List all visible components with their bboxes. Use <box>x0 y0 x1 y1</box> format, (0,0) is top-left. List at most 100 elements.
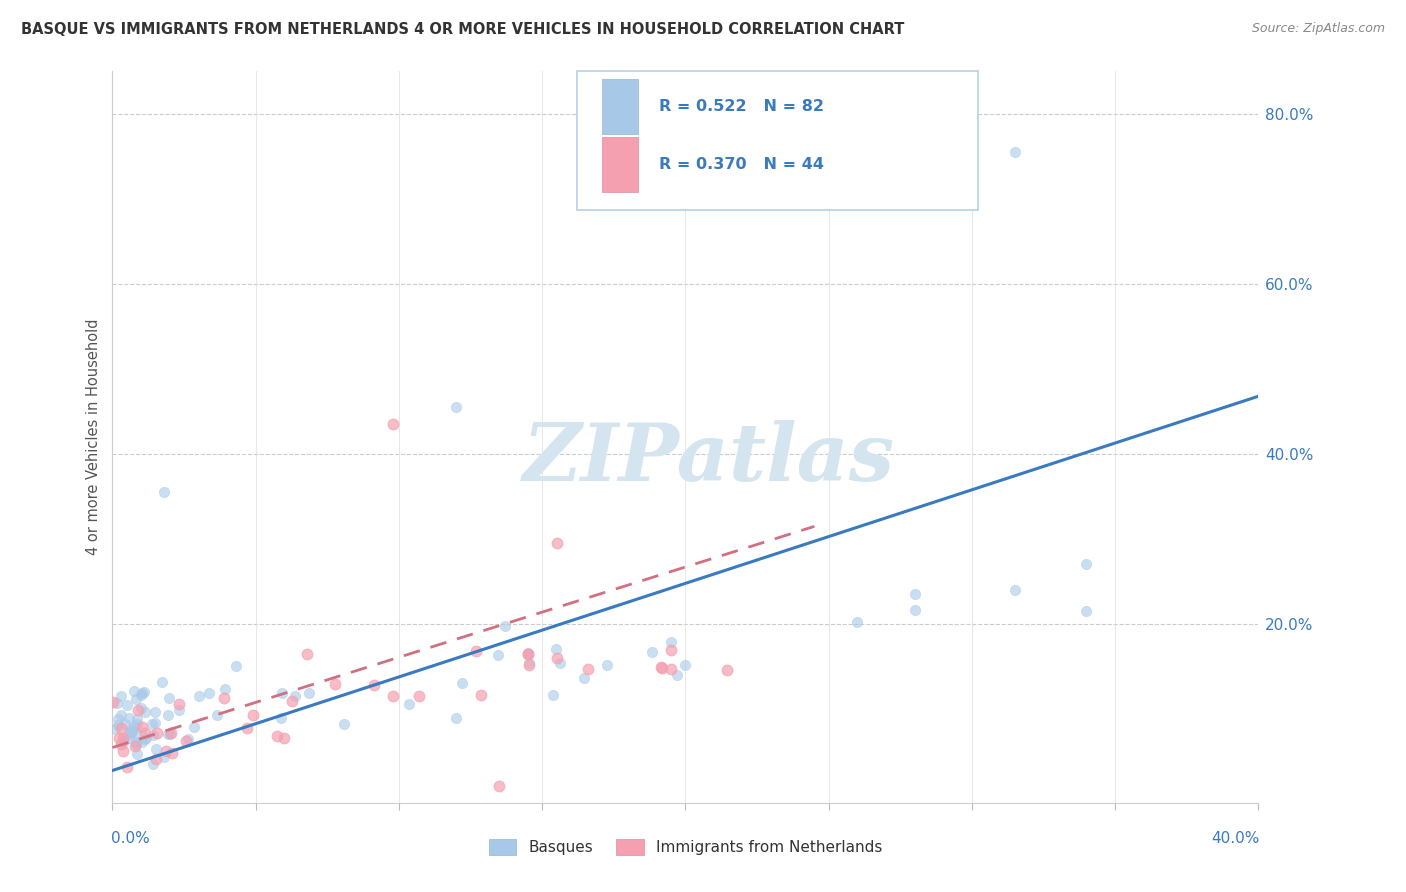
Point <box>651 661 673 675</box>
Point <box>174 733 197 747</box>
Point <box>162 746 184 760</box>
Point <box>398 697 420 711</box>
Point <box>156 726 179 740</box>
Point <box>546 536 568 550</box>
Point <box>197 686 219 700</box>
Point <box>516 646 538 660</box>
Point <box>129 701 152 715</box>
Point <box>125 737 148 751</box>
Text: 40.0%: 40.0% <box>1211 831 1260 846</box>
Point <box>596 658 619 673</box>
FancyBboxPatch shape <box>576 71 977 211</box>
Point <box>127 717 149 731</box>
Point <box>121 724 143 739</box>
Point <box>470 688 492 702</box>
Point <box>270 711 292 725</box>
Point <box>132 684 155 698</box>
Point <box>124 684 146 698</box>
Point <box>125 747 148 762</box>
Point <box>145 752 167 766</box>
Point <box>363 678 385 692</box>
Point <box>323 677 346 691</box>
Point <box>214 691 236 706</box>
Point <box>112 734 135 748</box>
Point <box>382 417 405 432</box>
Point <box>142 728 165 742</box>
Point <box>187 689 209 703</box>
Point <box>143 716 166 731</box>
Point <box>110 707 132 722</box>
Point <box>408 689 430 703</box>
Point <box>127 703 149 717</box>
Point <box>846 615 869 629</box>
Point <box>659 635 682 649</box>
Point <box>101 695 124 709</box>
Point <box>167 697 190 711</box>
Point <box>105 696 128 710</box>
Point <box>145 725 167 739</box>
Point <box>333 716 356 731</box>
Point <box>242 707 264 722</box>
Point <box>108 731 131 745</box>
Point <box>675 657 697 672</box>
Point <box>641 645 664 659</box>
Point <box>298 686 321 700</box>
Point <box>576 662 599 676</box>
Point <box>117 698 139 713</box>
Point <box>142 757 165 772</box>
Point <box>120 725 142 739</box>
Point <box>120 722 142 736</box>
Point <box>1076 557 1098 571</box>
Point <box>160 726 183 740</box>
Point <box>541 688 564 702</box>
Point <box>135 731 157 745</box>
Point <box>110 722 132 736</box>
Point <box>157 691 180 706</box>
Point <box>297 647 319 661</box>
Point <box>125 692 148 706</box>
Legend: Basques, Immigrants from Netherlands: Basques, Immigrants from Netherlands <box>482 833 889 861</box>
Point <box>107 712 129 726</box>
Point <box>716 663 738 677</box>
Point <box>546 641 568 656</box>
Point <box>153 749 176 764</box>
Point <box>104 722 127 736</box>
Point <box>110 689 132 703</box>
Point <box>236 721 259 735</box>
Point <box>183 719 205 733</box>
Point <box>124 735 146 749</box>
Y-axis label: 4 or more Vehicles in Household: 4 or more Vehicles in Household <box>86 318 101 556</box>
Point <box>156 708 179 723</box>
Text: R = 0.370   N = 44: R = 0.370 N = 44 <box>659 157 824 172</box>
Point <box>107 718 129 732</box>
Point <box>214 682 236 697</box>
Point <box>118 731 141 745</box>
Point <box>548 657 571 671</box>
Text: R = 0.522   N = 82: R = 0.522 N = 82 <box>659 99 824 113</box>
Point <box>451 676 474 690</box>
Point <box>546 650 568 665</box>
Point <box>155 744 177 758</box>
Point <box>167 703 190 717</box>
FancyBboxPatch shape <box>602 137 638 192</box>
Point <box>659 642 682 657</box>
Point <box>517 657 540 671</box>
Point <box>271 685 294 699</box>
Point <box>650 659 672 673</box>
Point <box>1004 145 1026 160</box>
Point <box>150 675 173 690</box>
Point <box>446 711 468 725</box>
Point <box>517 657 540 672</box>
Point <box>125 713 148 727</box>
Point <box>281 693 304 707</box>
Point <box>134 706 156 720</box>
Point <box>141 716 163 731</box>
Point <box>904 587 927 601</box>
Point <box>110 737 132 751</box>
Point <box>145 742 167 756</box>
Point <box>131 686 153 700</box>
Point <box>659 662 682 676</box>
Point <box>207 707 229 722</box>
Point <box>143 705 166 719</box>
Point <box>125 726 148 740</box>
